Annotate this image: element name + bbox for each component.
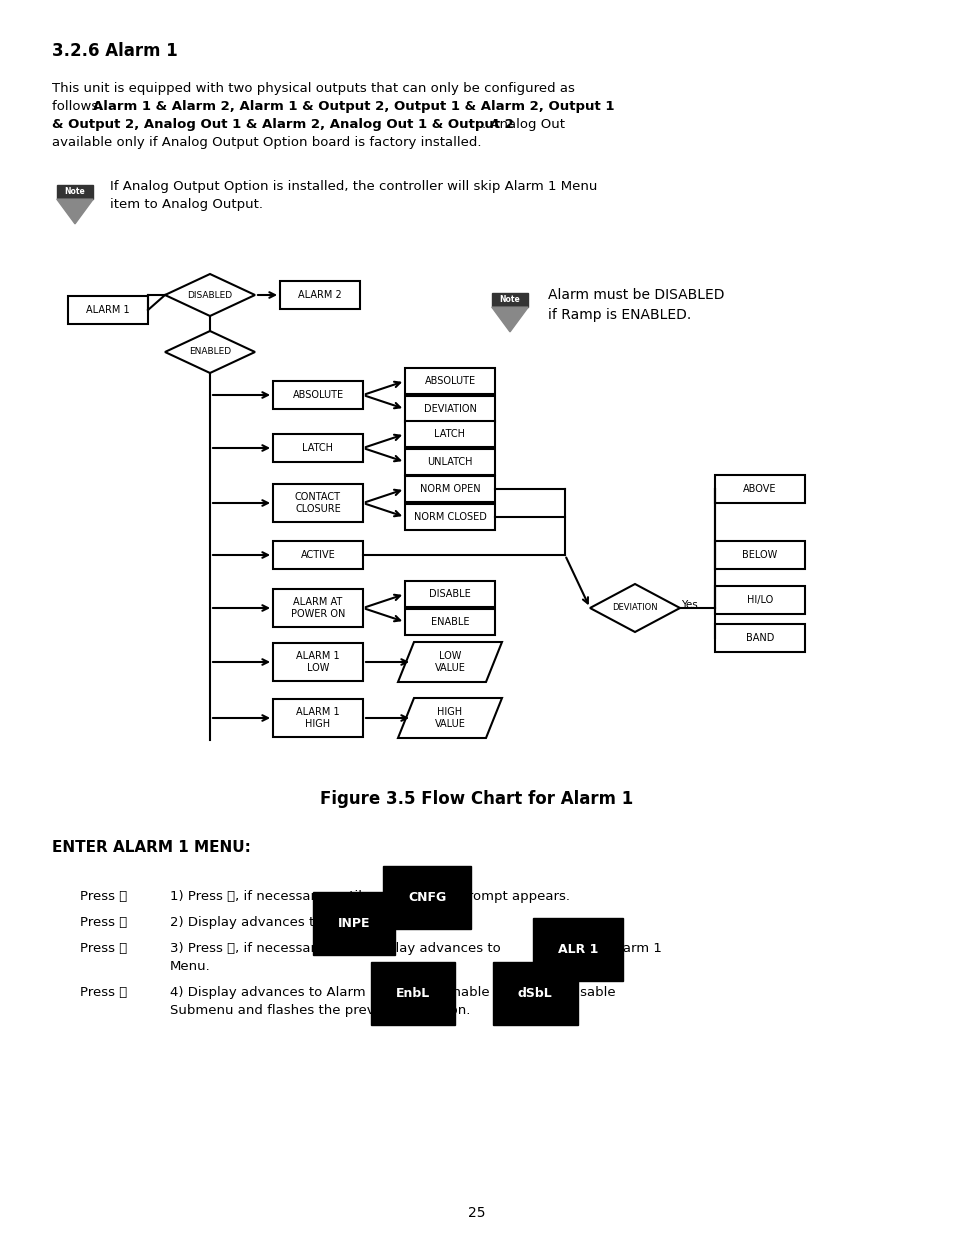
Text: ENTER ALARM 1 MENU:: ENTER ALARM 1 MENU: bbox=[52, 840, 251, 855]
Bar bbox=[714, 587, 804, 614]
Text: LATCH: LATCH bbox=[434, 429, 465, 439]
Text: ALARM 1: ALARM 1 bbox=[86, 305, 130, 314]
Text: ABOVE: ABOVE bbox=[742, 484, 776, 494]
Text: HIGH
VALUE: HIGH VALUE bbox=[435, 708, 465, 729]
Text: CNFG: CNFG bbox=[408, 891, 446, 904]
Polygon shape bbox=[165, 331, 254, 373]
Text: This unit is equipped with two physical outputs that can only be configured as: This unit is equipped with two physical … bbox=[52, 82, 575, 95]
Text: 2) Display advances to: 2) Display advances to bbox=[170, 916, 326, 929]
Bar bbox=[405, 421, 495, 447]
Text: Yes: Yes bbox=[680, 600, 697, 610]
Text: Submenu and flashes the previous selection.: Submenu and flashes the previous selecti… bbox=[170, 1003, 470, 1017]
Text: . Analog Out: . Analog Out bbox=[481, 119, 564, 131]
Text: Note: Note bbox=[499, 296, 519, 305]
Text: Figure 3.5 Flow Chart for Alarm 1: Figure 3.5 Flow Chart for Alarm 1 bbox=[320, 790, 633, 807]
Bar bbox=[405, 609, 495, 635]
Text: Alarm must be DISABLED: Alarm must be DISABLED bbox=[547, 288, 723, 302]
Text: BELOW: BELOW bbox=[741, 550, 777, 560]
Text: follows:: follows: bbox=[52, 100, 107, 114]
Text: ALR 1: ALR 1 bbox=[558, 943, 598, 956]
Polygon shape bbox=[57, 200, 93, 223]
Bar bbox=[714, 475, 804, 503]
Text: BAND: BAND bbox=[745, 633, 774, 643]
Text: Enable or: Enable or bbox=[439, 986, 511, 998]
Text: 3) Press ⓗ, if necessary, until Display advances to: 3) Press ⓗ, if necessary, until Display … bbox=[170, 942, 504, 955]
Text: if Ramp is ENABLED.: if Ramp is ENABLED. bbox=[547, 308, 691, 322]
Bar bbox=[273, 434, 363, 462]
Text: ALARM 2: ALARM 2 bbox=[297, 290, 341, 300]
Text: 4) Display advances to Alarm 1: 4) Display advances to Alarm 1 bbox=[170, 986, 382, 998]
Bar bbox=[68, 296, 148, 324]
Text: DISABLE: DISABLE bbox=[429, 589, 471, 599]
Text: ACTIVE: ACTIVE bbox=[300, 550, 335, 560]
Polygon shape bbox=[492, 307, 528, 332]
Bar bbox=[273, 484, 363, 522]
Text: If Analog Output Option is installed, the controller will skip Alarm 1 Menu: If Analog Output Option is installed, th… bbox=[110, 180, 597, 193]
Text: Press ⓙ: Press ⓙ bbox=[80, 916, 127, 929]
Text: 25: 25 bbox=[468, 1206, 485, 1221]
Text: 3.2.6 Alarm 1: 3.2.6 Alarm 1 bbox=[52, 42, 177, 60]
Text: item to Analog Output.: item to Analog Output. bbox=[110, 198, 263, 211]
Text: Press ⓗ: Press ⓗ bbox=[80, 890, 127, 904]
Bar bbox=[273, 381, 363, 409]
Text: NORM OPEN: NORM OPEN bbox=[419, 484, 479, 494]
Polygon shape bbox=[165, 275, 254, 316]
Text: ENABLE: ENABLE bbox=[431, 617, 469, 626]
Text: dSbL: dSbL bbox=[517, 987, 552, 1000]
Text: available only if Analog Output Option board is factory installed.: available only if Analog Output Option b… bbox=[52, 136, 481, 149]
Text: LOW
VALUE: LOW VALUE bbox=[435, 651, 465, 673]
Bar bbox=[280, 281, 359, 310]
Text: Alarm 1 & Alarm 2, Alarm 1 & Output 2, Output 1 & Alarm 2, Output 1: Alarm 1 & Alarm 2, Alarm 1 & Output 2, O… bbox=[92, 100, 614, 114]
Text: ALARM 1
HIGH: ALARM 1 HIGH bbox=[295, 708, 339, 729]
Text: HI/LO: HI/LO bbox=[746, 595, 772, 605]
Bar bbox=[273, 699, 363, 738]
Text: Menu.: Menu. bbox=[170, 960, 211, 973]
Text: Note: Note bbox=[65, 187, 85, 196]
Text: EnbL: EnbL bbox=[395, 987, 430, 1000]
Bar bbox=[405, 396, 495, 422]
Polygon shape bbox=[397, 641, 501, 681]
Bar bbox=[405, 475, 495, 502]
Text: ALARM 1
LOW: ALARM 1 LOW bbox=[295, 651, 339, 673]
Text: ENABLED: ENABLED bbox=[189, 347, 231, 357]
Text: ALARM AT
POWER ON: ALARM AT POWER ON bbox=[291, 598, 345, 619]
Text: prompt appears.: prompt appears. bbox=[455, 890, 569, 904]
Text: ABSOLUTE: ABSOLUTE bbox=[424, 376, 475, 386]
Text: Disable: Disable bbox=[561, 986, 615, 998]
Bar bbox=[405, 582, 495, 607]
Text: DISABLED: DISABLED bbox=[187, 291, 233, 300]
Bar bbox=[492, 293, 528, 307]
Text: 1) Press ⓗ, if necessary, until: 1) Press ⓗ, if necessary, until bbox=[170, 890, 366, 904]
Text: UNLATCH: UNLATCH bbox=[427, 457, 473, 467]
Polygon shape bbox=[589, 584, 679, 631]
Bar bbox=[405, 504, 495, 530]
Text: DEVIATION: DEVIATION bbox=[612, 604, 658, 613]
Text: LATCH: LATCH bbox=[302, 443, 334, 453]
Text: & Output 2, Analog Out 1 & Alarm 2, Analog Out 1 & Output 2: & Output 2, Analog Out 1 & Alarm 2, Anal… bbox=[52, 119, 514, 131]
Bar bbox=[273, 643, 363, 681]
Text: CONTACT
CLOSURE: CONTACT CLOSURE bbox=[294, 492, 340, 514]
Bar bbox=[273, 589, 363, 626]
Bar bbox=[57, 185, 93, 200]
Bar bbox=[405, 449, 495, 475]
Bar bbox=[405, 368, 495, 394]
Polygon shape bbox=[397, 698, 501, 738]
Text: INPE: INPE bbox=[337, 917, 370, 930]
Text: ABSOLUTE: ABSOLUTE bbox=[293, 389, 343, 401]
Text: Input Menu.: Input Menu. bbox=[379, 916, 463, 929]
Text: NORM CLOSED: NORM CLOSED bbox=[414, 512, 486, 522]
Text: DEVIATION: DEVIATION bbox=[423, 404, 476, 414]
Bar bbox=[714, 540, 804, 569]
Bar bbox=[273, 540, 363, 569]
Text: Press ⓗ: Press ⓗ bbox=[80, 942, 127, 955]
Text: Alarm 1: Alarm 1 bbox=[609, 942, 661, 955]
Bar bbox=[714, 624, 804, 651]
Text: Press ⓙ: Press ⓙ bbox=[80, 986, 127, 998]
